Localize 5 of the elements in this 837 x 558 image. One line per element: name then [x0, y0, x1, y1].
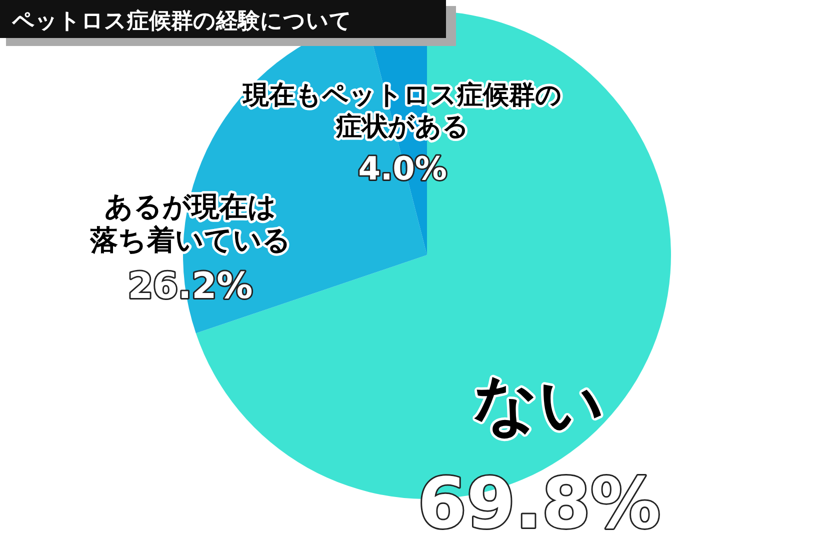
data-label: 4.0% [358, 150, 447, 188]
slice-label: ない [473, 368, 606, 442]
slice-label: 現在もペットロス症候群の症状がある [242, 80, 562, 142]
chart-title: ペットロス症候群の経験について [11, 9, 352, 34]
data-label: 69.8% [418, 462, 661, 545]
